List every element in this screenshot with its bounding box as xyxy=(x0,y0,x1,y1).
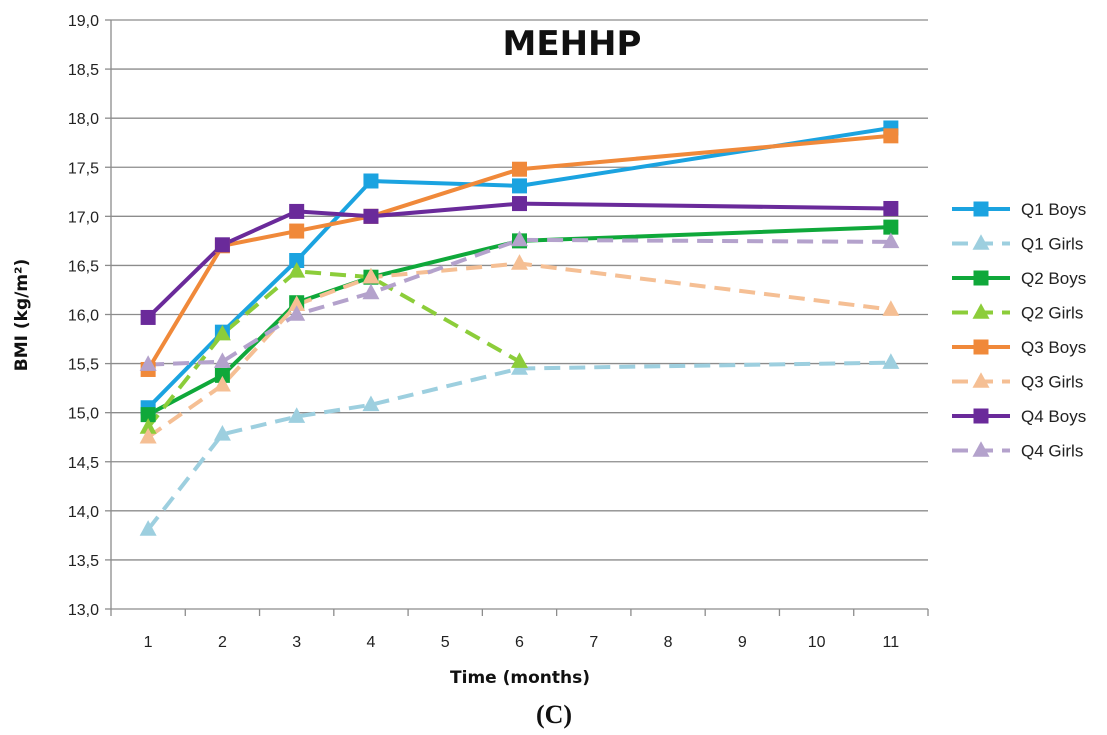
series-line-q3-boys xyxy=(146,133,892,371)
series-line-q4-boys xyxy=(146,201,891,319)
data-point-q1-girls xyxy=(288,407,306,423)
data-point-q4-boys xyxy=(883,200,899,216)
legend-label-q2-girls: Q2 Girls xyxy=(1021,304,1083,323)
legend-marker-q2-boys xyxy=(973,270,989,286)
x-tick-label: 5 xyxy=(441,634,450,651)
data-point-q4-boys xyxy=(214,237,230,253)
x-tick-label: 2 xyxy=(218,634,227,651)
legend-marker-q1-girls xyxy=(972,234,990,250)
x-tick-label: 1 xyxy=(144,634,153,651)
data-point-q4-boys xyxy=(363,208,379,224)
x-axis-title: Time (months) xyxy=(450,668,590,688)
data-point-q2-girls xyxy=(288,262,306,278)
y-axis-title: BMI (kg/m²) xyxy=(12,259,32,372)
x-tick-label: 9 xyxy=(738,634,747,651)
data-point-q2-girls xyxy=(511,352,528,368)
x-tick-label: 10 xyxy=(808,634,826,651)
y-tick-label: 16,0 xyxy=(68,308,99,325)
y-tick-label: 15,0 xyxy=(68,406,99,423)
grid-lines xyxy=(111,19,928,561)
y-tick-label: 19,0 xyxy=(68,13,99,30)
data-point-q2-girls xyxy=(213,324,231,341)
y-tick-label: 16,5 xyxy=(68,258,99,275)
series-lines xyxy=(146,126,892,531)
legend-label-q2-boys: Q2 Boys xyxy=(1021,269,1086,288)
x-tick-label: 7 xyxy=(589,634,598,651)
series-line-q1-boys xyxy=(146,126,892,410)
legend-marker-q3-boys xyxy=(973,339,989,355)
legend-label-q3-boys: Q3 Boys xyxy=(1021,338,1086,357)
legend-marker-q4-boys xyxy=(973,408,989,424)
series-markers xyxy=(139,120,900,536)
data-point-q2-boys xyxy=(140,407,156,423)
y-tick-label: 14,5 xyxy=(68,455,99,472)
chart-title: MEHHP xyxy=(503,24,642,64)
series-line-q1-girls xyxy=(146,360,891,531)
x-tick-label: 11 xyxy=(883,634,900,651)
data-point-q4-boys xyxy=(140,309,156,325)
y-tick-label: 17,5 xyxy=(68,160,99,177)
data-point-q1-boys xyxy=(363,173,379,189)
data-point-q1-boys xyxy=(512,178,527,194)
y-tick-label: 15,5 xyxy=(68,357,99,374)
data-point-q3-boys xyxy=(289,223,305,239)
series-line-q2-girls xyxy=(146,269,521,429)
y-tick-label: 18,5 xyxy=(68,62,99,79)
legend-label-q3-girls: Q3 Girls xyxy=(1021,373,1083,392)
x-tick-label: 4 xyxy=(367,634,376,651)
data-point-q3-girls xyxy=(511,254,528,270)
legend-marker-q1-boys xyxy=(973,201,989,217)
legend-label-q1-boys: Q1 Boys xyxy=(1021,200,1086,219)
data-point-q4-boys xyxy=(289,203,305,219)
axes: 13,0 13,5 14,0 14,5 15,0 15,5 16,0 16,5 17,0 17,5… xyxy=(68,13,929,651)
data-point-q4-boys xyxy=(512,196,527,212)
y-tick-label: 17,0 xyxy=(68,209,99,226)
data-point-q3-boys xyxy=(512,161,527,177)
data-point-q4-girls xyxy=(213,352,231,368)
data-point-q1-girls xyxy=(882,353,900,369)
legend-marker-q3-girls xyxy=(972,372,990,388)
legend-marker-q2-girls xyxy=(972,303,990,319)
panel-label: (C) xyxy=(536,700,572,729)
data-point-q1-girls xyxy=(139,520,157,536)
x-tick-label: 6 xyxy=(515,634,524,651)
data-point-q3-girls xyxy=(288,295,306,311)
data-point-q1-boys xyxy=(289,253,305,269)
legend-label-q1-girls: Q1 Girls xyxy=(1021,235,1083,254)
data-point-q3-girls xyxy=(362,267,380,284)
data-point-q3-girls xyxy=(139,427,157,444)
data-point-q2-girls xyxy=(139,418,157,434)
legend-label-q4-girls: Q4 Girls xyxy=(1021,442,1083,461)
data-point-q2-boys xyxy=(214,367,230,383)
legend: Q1 Boys Q1 Girls Q2 Boys Q2 Girls Q3 Boys Q3 … xyxy=(952,200,1086,461)
y-tick-label: 14,0 xyxy=(68,504,99,521)
data-point-q3-girls xyxy=(213,375,231,392)
series-line-q3-girls xyxy=(146,261,892,439)
data-point-q4-girls xyxy=(882,232,900,249)
data-point-q4-girls xyxy=(511,230,528,247)
data-point-q3-boys xyxy=(883,128,899,144)
data-point-q4-girls xyxy=(362,283,380,300)
y-tick-label: 18,0 xyxy=(68,111,99,128)
y-tick-label: 13,5 xyxy=(68,553,99,570)
data-point-q4-girls xyxy=(288,305,306,321)
data-point-q4-girls xyxy=(139,355,157,371)
data-point-q1-girls xyxy=(213,424,231,441)
y-tick-label: 13,0 xyxy=(68,602,99,619)
x-tick-label: 8 xyxy=(664,634,673,651)
data-point-q1-girls xyxy=(362,395,380,412)
legend-marker-q4-girls xyxy=(972,441,990,457)
series-line-q4-girls xyxy=(148,237,891,367)
x-tick-label: 3 xyxy=(292,634,301,651)
data-point-q3-girls xyxy=(882,300,900,316)
legend-label-q4-boys: Q4 Boys xyxy=(1021,407,1086,426)
data-point-q2-boys xyxy=(883,219,899,235)
